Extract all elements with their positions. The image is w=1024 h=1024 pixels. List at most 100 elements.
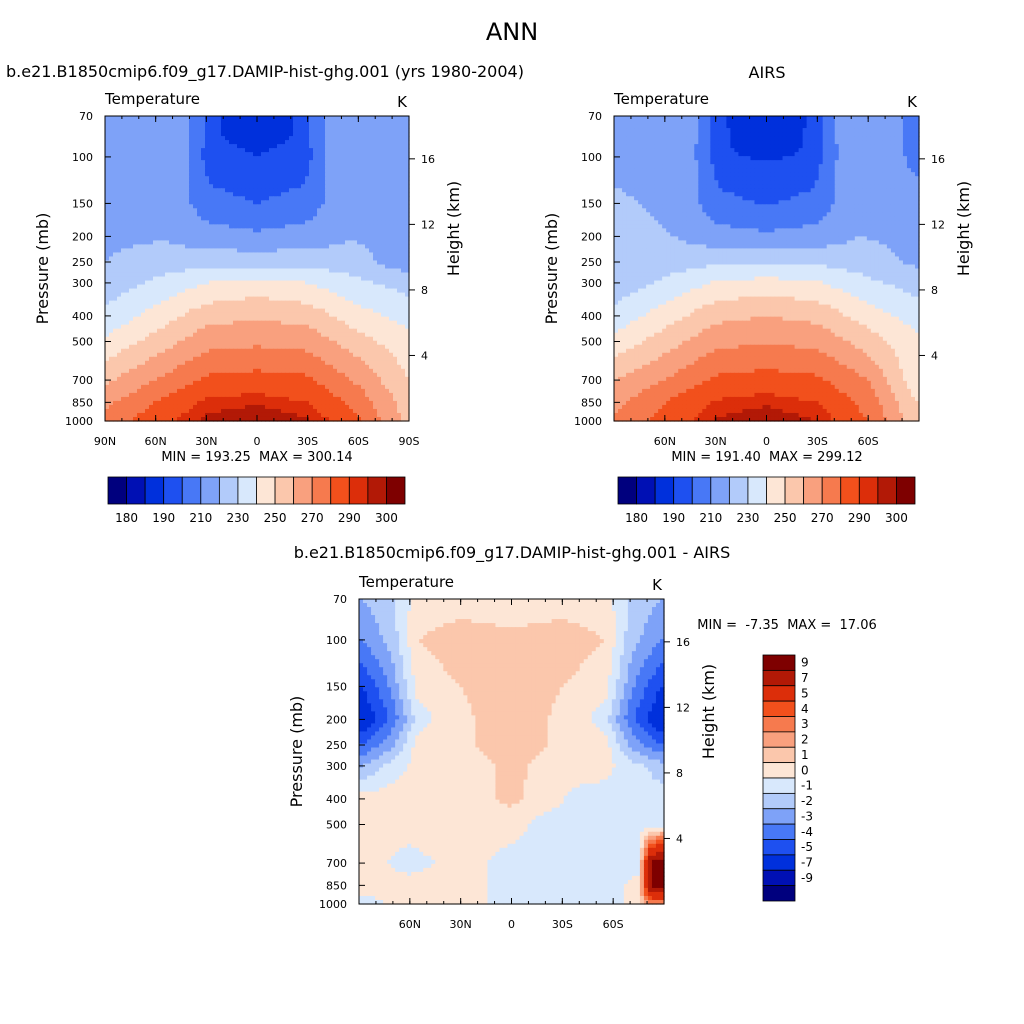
field-cell	[277, 328, 282, 334]
field-cell	[209, 296, 214, 302]
field-cell	[245, 124, 250, 129]
field-cell	[125, 264, 130, 270]
field-cell	[373, 196, 378, 201]
field-cell	[141, 316, 146, 322]
field-cell	[365, 132, 370, 137]
field-cell	[197, 232, 202, 237]
field-cell	[393, 268, 398, 274]
field-cell	[349, 348, 354, 354]
field-cell	[317, 216, 322, 221]
field-cell	[237, 120, 242, 125]
field-cell	[349, 316, 354, 322]
field-cell	[217, 212, 222, 217]
field-cell	[225, 344, 230, 350]
field-cell	[149, 224, 154, 229]
field-cell	[229, 228, 234, 233]
field-cell	[357, 164, 362, 169]
field-cell	[369, 188, 374, 193]
field-cell	[157, 252, 162, 258]
field-cell	[149, 188, 154, 193]
field-cell	[245, 156, 250, 161]
field-cell	[221, 196, 226, 201]
field-cell	[113, 116, 118, 121]
field-cell	[385, 332, 390, 338]
field-cell	[393, 316, 398, 322]
field-cell	[289, 336, 294, 342]
field-cell	[401, 188, 406, 193]
field-cell	[153, 268, 158, 274]
field-cell	[357, 148, 362, 153]
panel-diff-title: b.e21.B1850cmip6.f09_g17.DAMIP-hist-ghg.…	[293, 543, 731, 562]
field-cell	[365, 144, 370, 149]
field-cell	[309, 304, 314, 310]
field-cell	[201, 212, 206, 217]
field-cell	[229, 216, 234, 221]
field-cell	[277, 176, 282, 181]
field-cell	[333, 364, 338, 370]
field-cell	[349, 184, 354, 189]
field-cell	[125, 352, 130, 358]
field-cell	[165, 184, 170, 189]
field-cell	[117, 156, 122, 161]
field-cell	[233, 280, 238, 286]
field-cell	[193, 292, 198, 298]
field-cell	[357, 208, 362, 213]
field-cell	[213, 192, 218, 197]
field-cell	[185, 144, 190, 149]
field-cell	[137, 356, 142, 362]
field-cell	[293, 324, 298, 330]
field-cell	[301, 176, 306, 181]
field-cell	[225, 376, 230, 382]
field-cell	[117, 152, 122, 157]
field-cell	[173, 136, 178, 141]
field-cell	[245, 360, 250, 366]
field-cell	[193, 340, 198, 346]
field-cell	[157, 164, 162, 169]
field-cell	[285, 176, 290, 181]
field-cell	[153, 208, 158, 213]
field-cell	[253, 204, 258, 209]
field-cell	[301, 168, 306, 173]
field-cell	[129, 116, 134, 121]
field-cell	[265, 224, 270, 229]
field-cell	[301, 308, 306, 314]
field-cell	[389, 336, 394, 342]
field-cell	[161, 316, 166, 322]
field-cell	[373, 372, 378, 378]
field-cell	[125, 132, 130, 137]
field-cell	[157, 120, 162, 125]
field-cell	[205, 132, 210, 137]
field-cell	[321, 280, 326, 286]
field-cell	[269, 236, 274, 241]
field-cell	[185, 188, 190, 193]
field-cell	[205, 272, 210, 278]
field-cell	[113, 176, 118, 181]
field-cell	[301, 224, 306, 229]
field-cell	[205, 128, 210, 133]
field-cell	[345, 324, 350, 330]
field-cell	[129, 196, 134, 201]
field-cell	[393, 368, 398, 374]
field-cell	[401, 268, 406, 274]
field-cell	[289, 368, 294, 374]
field-cell	[141, 296, 146, 302]
field-cell	[361, 168, 366, 173]
field-cell	[381, 232, 386, 237]
field-cell	[357, 204, 362, 209]
field-cell	[125, 272, 130, 278]
field-cell	[149, 256, 154, 262]
field-cell	[345, 248, 350, 254]
field-cell	[349, 116, 354, 121]
field-cell	[245, 376, 250, 382]
field-cell	[405, 284, 410, 290]
field-cell	[361, 132, 366, 137]
field-cell	[281, 288, 286, 294]
field-cell	[213, 336, 218, 342]
field-cell	[265, 372, 270, 378]
field-cell	[137, 152, 142, 157]
field-cell	[213, 372, 218, 378]
field-cell	[349, 228, 354, 233]
field-cell	[277, 152, 282, 157]
field-cell	[141, 140, 146, 145]
field-cell	[369, 132, 374, 137]
